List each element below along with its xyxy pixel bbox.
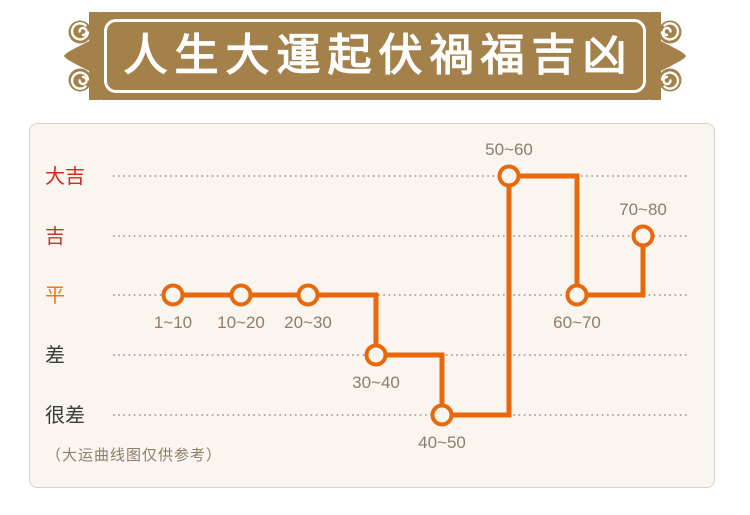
data-point-marker (296, 283, 320, 307)
banner-ornament-right (650, 12, 686, 100)
y-axis-label: 平 (45, 285, 65, 307)
data-point-marker (229, 283, 253, 307)
data-point-marker (497, 164, 521, 188)
data-point-marker (430, 403, 454, 427)
banner-ornament-left (64, 12, 100, 100)
point-label: 30~40 (352, 373, 400, 392)
chart-note: （大运曲线图仅供参考） (46, 447, 223, 464)
point-label: 40~50 (418, 433, 466, 452)
point-label: 70~80 (619, 200, 667, 219)
banner-inner-border: 人生大運起伏禍福吉凶 (104, 19, 646, 93)
y-axis-label: 很差 (45, 404, 85, 427)
point-label: 20~30 (284, 313, 332, 332)
point-label: 50~60 (485, 140, 533, 159)
page-title: 人生大運起伏禍福吉凶 (123, 31, 634, 80)
data-point-marker (565, 283, 589, 307)
banner-plate: 人生大運起伏禍福吉凶 (97, 12, 653, 100)
point-label: 1~10 (154, 313, 192, 332)
point-label: 10~20 (217, 313, 265, 332)
y-axis-label: 吉 (45, 225, 65, 248)
data-point-marker (364, 343, 388, 367)
title-banner: 人生大運起伏禍福吉凶 (62, 12, 688, 100)
data-point-marker (161, 283, 185, 307)
point-label: 60~70 (553, 313, 601, 332)
data-point-marker (631, 224, 655, 248)
chart-panel: 很差 差 平 吉 大吉 1~10 10~20 20~30 30~40 40~50 50~60 60~7… (29, 123, 715, 488)
y-axis-label: 差 (45, 344, 65, 367)
y-axis-label: 大吉 (45, 165, 85, 188)
fortune-line-chart: 很差 差 平 吉 大吉 1~10 10~20 20~30 30~40 40~50 50~60 60~7… (45, 140, 687, 452)
